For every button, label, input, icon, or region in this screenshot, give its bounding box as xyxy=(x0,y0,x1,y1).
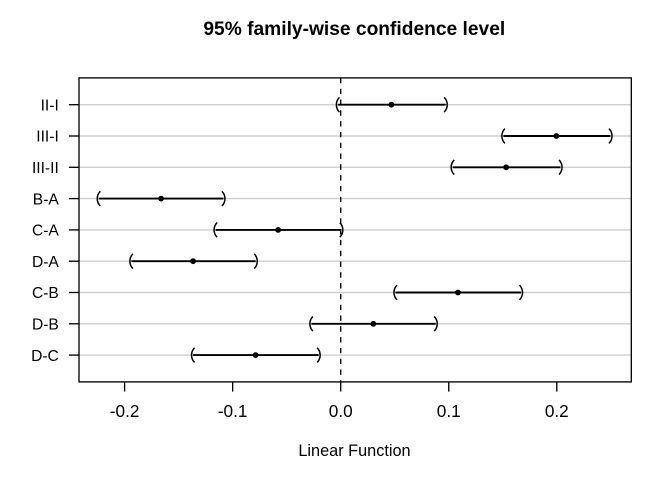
svg-text:III-I: III-I xyxy=(36,129,59,146)
svg-text:0.1: 0.1 xyxy=(437,401,461,421)
svg-text:0.0: 0.0 xyxy=(329,401,353,421)
svg-text:C-B: C-B xyxy=(32,285,59,302)
svg-text:II-I: II-I xyxy=(41,97,59,114)
svg-text:B-A: B-A xyxy=(33,191,60,208)
svg-text:-0.2: -0.2 xyxy=(110,401,140,421)
svg-text:D-C: D-C xyxy=(31,348,59,365)
svg-text:-0.1: -0.1 xyxy=(218,401,248,421)
svg-text:D-A: D-A xyxy=(32,254,59,271)
svg-text:D-B: D-B xyxy=(32,317,59,334)
svg-text:95% family-wise confidence lev: 95% family-wise confidence level xyxy=(203,19,505,40)
svg-text:Linear Function: Linear Function xyxy=(298,442,410,460)
svg-text:III-II: III-II xyxy=(32,160,59,177)
svg-text:0.2: 0.2 xyxy=(545,401,569,421)
svg-text:C-A: C-A xyxy=(32,223,59,240)
